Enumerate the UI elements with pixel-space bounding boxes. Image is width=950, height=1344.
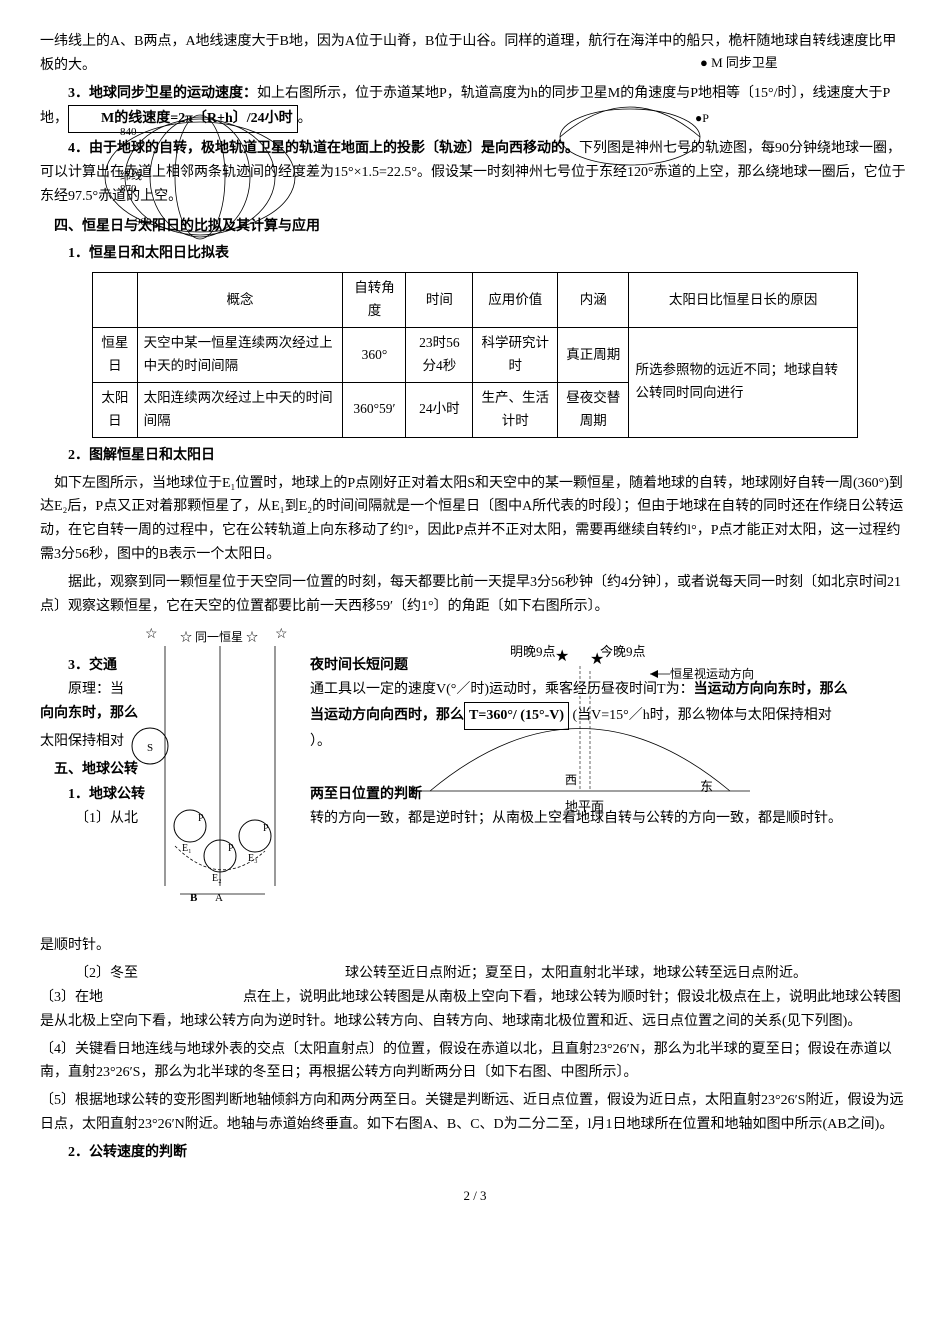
th-concept: 概念 [137, 273, 343, 328]
para2-2: 据此，观察到同一颗恒星位于天空同一位置的时刻，每天都要比前一天提早3分56秒钟〔… [40, 571, 910, 619]
r2-c4: 生产、生活计时 [473, 382, 558, 437]
principle-right: 通工具以一定的速度V(°／时)运动时，乘客经历昼夜时间T为： [310, 682, 694, 697]
diagram-area: ☆ 同一恒星 ☆ ☆ ☆ S P P P E₁ E₂ E₃ A B [40, 626, 910, 926]
r2-c3: 24小时 [406, 382, 473, 437]
east-label: 向向东时，那么 [40, 706, 138, 721]
svg-text:P: P [228, 843, 234, 854]
r2-c0: 太阳日 [93, 382, 137, 437]
r1-c5: 真正周期 [558, 328, 629, 383]
sub2-title: 2．图解恒星日和太阳日 [40, 444, 910, 468]
tail-text: (当V=15°／h时，那么物体与太阳保持相对 [569, 708, 832, 723]
r2-c5: 昼夜交替周期 [558, 382, 629, 437]
th-value: 应用价值 [473, 273, 558, 328]
point4-title: ．由于地球的自转，极地轨道卫星的轨道在地面上的投影〔轨迹〕是向西移动的。 [75, 141, 579, 156]
formula-t: T=360°/ (15°-V) [464, 702, 569, 730]
bold-east: 当运动方向向东时，那么 [694, 682, 848, 697]
point3-formula: M的线速度=2π〔R+h〕/24小时 [68, 105, 298, 133]
r1-c0: 恒星日 [93, 328, 137, 383]
point3-title: ．地球同步卫星的运动速度： [75, 86, 257, 101]
th-meaning: 内涵 [558, 273, 629, 328]
section-3-4-block: ● M 同步卫星 ●P 3．地球同步卫星的运动速度：如上右图所示，位于赤道某地P… [40, 82, 910, 209]
svg-text:900: 900 [135, 216, 152, 228]
item1-right: 转的方向一致，都是逆时针；从南极上空看地球自转与公转的方向一致，都是顺时针。 [310, 811, 842, 826]
r1-c1: 天空中某一恒星连续两次经过上中天的时间间隔 [137, 328, 343, 383]
item3-left: 〔3〕在地 [40, 990, 103, 1005]
point3-text2: 。 [298, 111, 312, 126]
para2-1: 如下左图所示，当地球位于E₁位置时，地球上的P点刚好正对着太阳S和天空中的某一颗… [40, 472, 910, 567]
sub5-1-mid: 两至日位置的判断 [310, 787, 422, 802]
r1-c4: 科学研究计时 [473, 328, 558, 383]
th-reason: 太阳日比恒星日长的原因 [629, 273, 857, 328]
sub5-2: 2．公转速度的判断 [40, 1141, 910, 1165]
svg-text:☆: ☆ [145, 627, 158, 642]
section-5-title: 五、地球公转 [40, 758, 910, 782]
point3-num: 3 [68, 86, 75, 101]
svg-text:☆: ☆ [275, 627, 288, 642]
r2-c2: 360°59′ [343, 382, 406, 437]
sun-relative: 太阳保持相对 [40, 734, 124, 749]
document-page: 一纬线上的A、B两点，A地线速度大于B地，因为A位于山脊，B位于山谷。同样的道理… [40, 30, 910, 1207]
point4-num: 4 [68, 141, 75, 156]
item3-right: 点在上，说明此地球公转图是从南极上空向下看，地球公转为顺时针；假设北极点在上，说… [40, 990, 901, 1029]
th-blank [93, 273, 137, 328]
bold-west: 当运动方向向西时，那么 [310, 708, 464, 723]
point-3: 3．地球同步卫星的运动速度：如上右图所示，位于赤道某地P，轨道高度为h的同步卫星… [40, 82, 910, 134]
item2-right: 球公转至近日点附近；夏至日，太阳直射北半球，地球公转至远日点附近。 [345, 966, 807, 981]
svg-text:E₁: E₁ [182, 843, 192, 854]
merged-reason: 所选参照物的远近不同；地球自转公转同时同向进行 [629, 328, 857, 438]
svg-text:☆ 同一恒星 ☆: ☆ 同一恒星 ☆ [180, 630, 258, 644]
item3: 〔3〕在地 点在上，说明此地球公转图是从南极上空向下看，地球公转为顺时针；假设北… [40, 986, 910, 1034]
text-over-diagram: 3．交通 夜时间长短问题 原理：当 通工具以一定的速度V(°／时)运动时，乘客经… [40, 654, 910, 831]
r1-c2: 360° [343, 328, 406, 383]
sub5-1: 1．地球公转 [68, 787, 145, 802]
item1-left: 〔1〕从北 [75, 811, 138, 826]
item5: 〔5〕根据地球公转的变形图判断地轴倾斜方向和两分两至日。关键是判断远、近日点位置… [40, 1089, 910, 1137]
clockwise-text: 是顺时针。 [40, 934, 910, 958]
item2-left: 〔2〕冬至 [75, 966, 138, 981]
r2-c1: 太阳连续两次经过上中天的时间间隔 [137, 382, 343, 437]
r1-c3: 23时56分4秒 [406, 328, 473, 383]
point-4: 4．由于地球的自转，极地轨道卫星的轨道在地面上的投影〔轨迹〕是向西移动的。下列图… [40, 137, 910, 208]
th-angle: 自转角度 [343, 273, 406, 328]
item4: 〔4〕关键看日地连线与地球外表的交点〔太阳直射点〕的位置，假设在赤道以北，且直射… [40, 1038, 910, 1086]
comparison-table: 概念 自转角度 时间 应用价值 内涵 太阳日比恒星日长的原因 恒星日 天空中某一… [92, 272, 858, 438]
sub3-left: 3．交通 [68, 658, 117, 673]
th-time: 时间 [406, 273, 473, 328]
svg-text:E₂: E₂ [212, 873, 222, 884]
page-number: 2 / 3 [40, 1185, 910, 1207]
tail2: ）。 [310, 734, 331, 749]
principle-left: 原理：当 [68, 682, 124, 697]
satellite-m-label: ● M 同步卫星 [700, 55, 778, 70]
sub3-right: 夜时间长短问题 [310, 658, 408, 673]
